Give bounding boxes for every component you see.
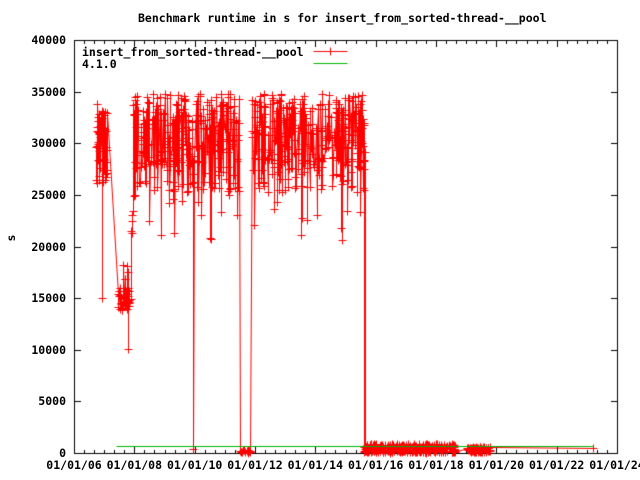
x-tick-label: 01/01/12 [227,458,283,472]
y-tick-label: 25000 [31,187,66,202]
y-tick-label: 0 [59,446,66,460]
x-tick-label: 01/01/10 [166,458,223,472]
chart-title: Benchmark runtime in s for insert_from_s… [138,11,547,25]
y-tick-label: 20000 [31,239,66,254]
y-axis-label: s [4,234,18,242]
x-tick-label: 01/01/18 [408,458,464,472]
y-tick-label: 15000 [31,291,66,306]
x-tick-label: 01/01/14 [287,458,344,472]
y-tick-label: 35000 [31,84,66,99]
x-tick-label: 01/01/20 [468,458,525,472]
x-tick-label: 01/01/24 [589,458,640,472]
legend-label-series: insert_from_sorted-thread-__pool [82,45,304,59]
x-tick-label: 01/01/06 [46,458,102,472]
y-tick-label: 40000 [31,33,66,47]
x-tick-label: 01/01/22 [528,458,585,472]
x-tick-label: 01/01/08 [106,458,163,472]
y-tick-label: 10000 [31,342,66,357]
y-tick-label: 30000 [31,136,66,151]
y-tick-label: 5000 [38,394,66,409]
x-tick-label: 01/01/16 [347,458,404,472]
legend-label-version: 4.1.0 [82,57,117,71]
